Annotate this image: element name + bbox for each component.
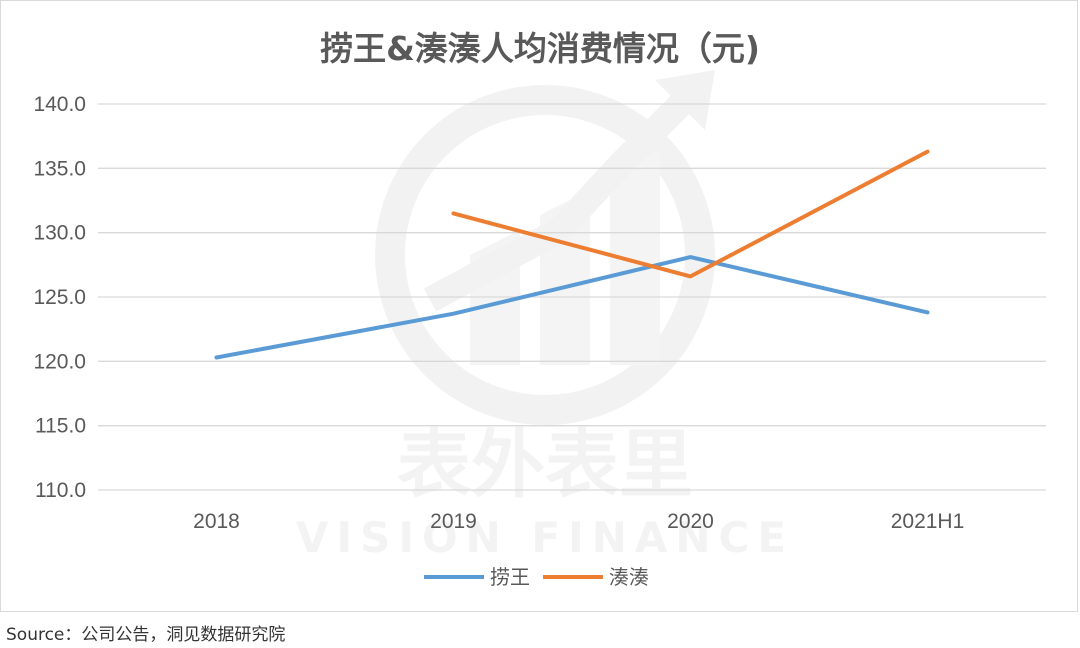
watermark-bars — [470, 150, 660, 365]
y-tick-label: 110.0 — [35, 479, 86, 502]
y-axis-tick-labels: 140.0 135.0 130.0 125.0 120.0 115.0 110.0 — [33, 93, 86, 502]
y-tick-label: 140.0 — [33, 93, 86, 116]
series-line-0 — [214, 255, 930, 360]
x-tick-label: 2021H1 — [891, 510, 965, 533]
x-tick-label: 2018 — [193, 510, 240, 533]
watermark-english: VISION FINANCE — [296, 513, 794, 562]
series-lines — [214, 149, 930, 360]
y-tick-label: 130.0 — [33, 222, 86, 245]
source-note: Source：公司公告，洞见数据研究院 — [6, 625, 286, 645]
watermark-logo: 表外表里 VISION FINANCE — [296, 70, 794, 562]
line-chart: 表外表里 VISION FINANCE 捞王&湊湊人均消费情况（元) 140.0… — [33, 29, 1046, 589]
watermark-ring — [375, 85, 715, 425]
y-tick-label: 120.0 — [33, 350, 86, 373]
y-tick-label: 125.0 — [33, 286, 86, 309]
y-tick-label: 135.0 — [33, 157, 86, 180]
legend-label-coucou: 湊湊 — [609, 565, 649, 589]
gridlines — [98, 103, 1046, 491]
chart-title: 捞王&湊湊人均消费情况（元) — [320, 29, 760, 68]
x-tick-label: 2019 — [430, 510, 477, 533]
watermark-arrow — [423, 85, 700, 312]
watermark-arrow-head — [655, 70, 715, 130]
x-axis-tick-labels: 2018 2019 2020 2021H1 — [193, 510, 964, 533]
legend: 捞王 湊湊 — [424, 565, 649, 589]
watermark-chinese: 表外表里 — [397, 422, 693, 508]
series-line-1 — [451, 149, 930, 279]
legend-label-laowang: 捞王 — [490, 565, 530, 589]
y-tick-label: 115.0 — [35, 415, 86, 438]
x-tick-label: 2020 — [667, 510, 714, 533]
